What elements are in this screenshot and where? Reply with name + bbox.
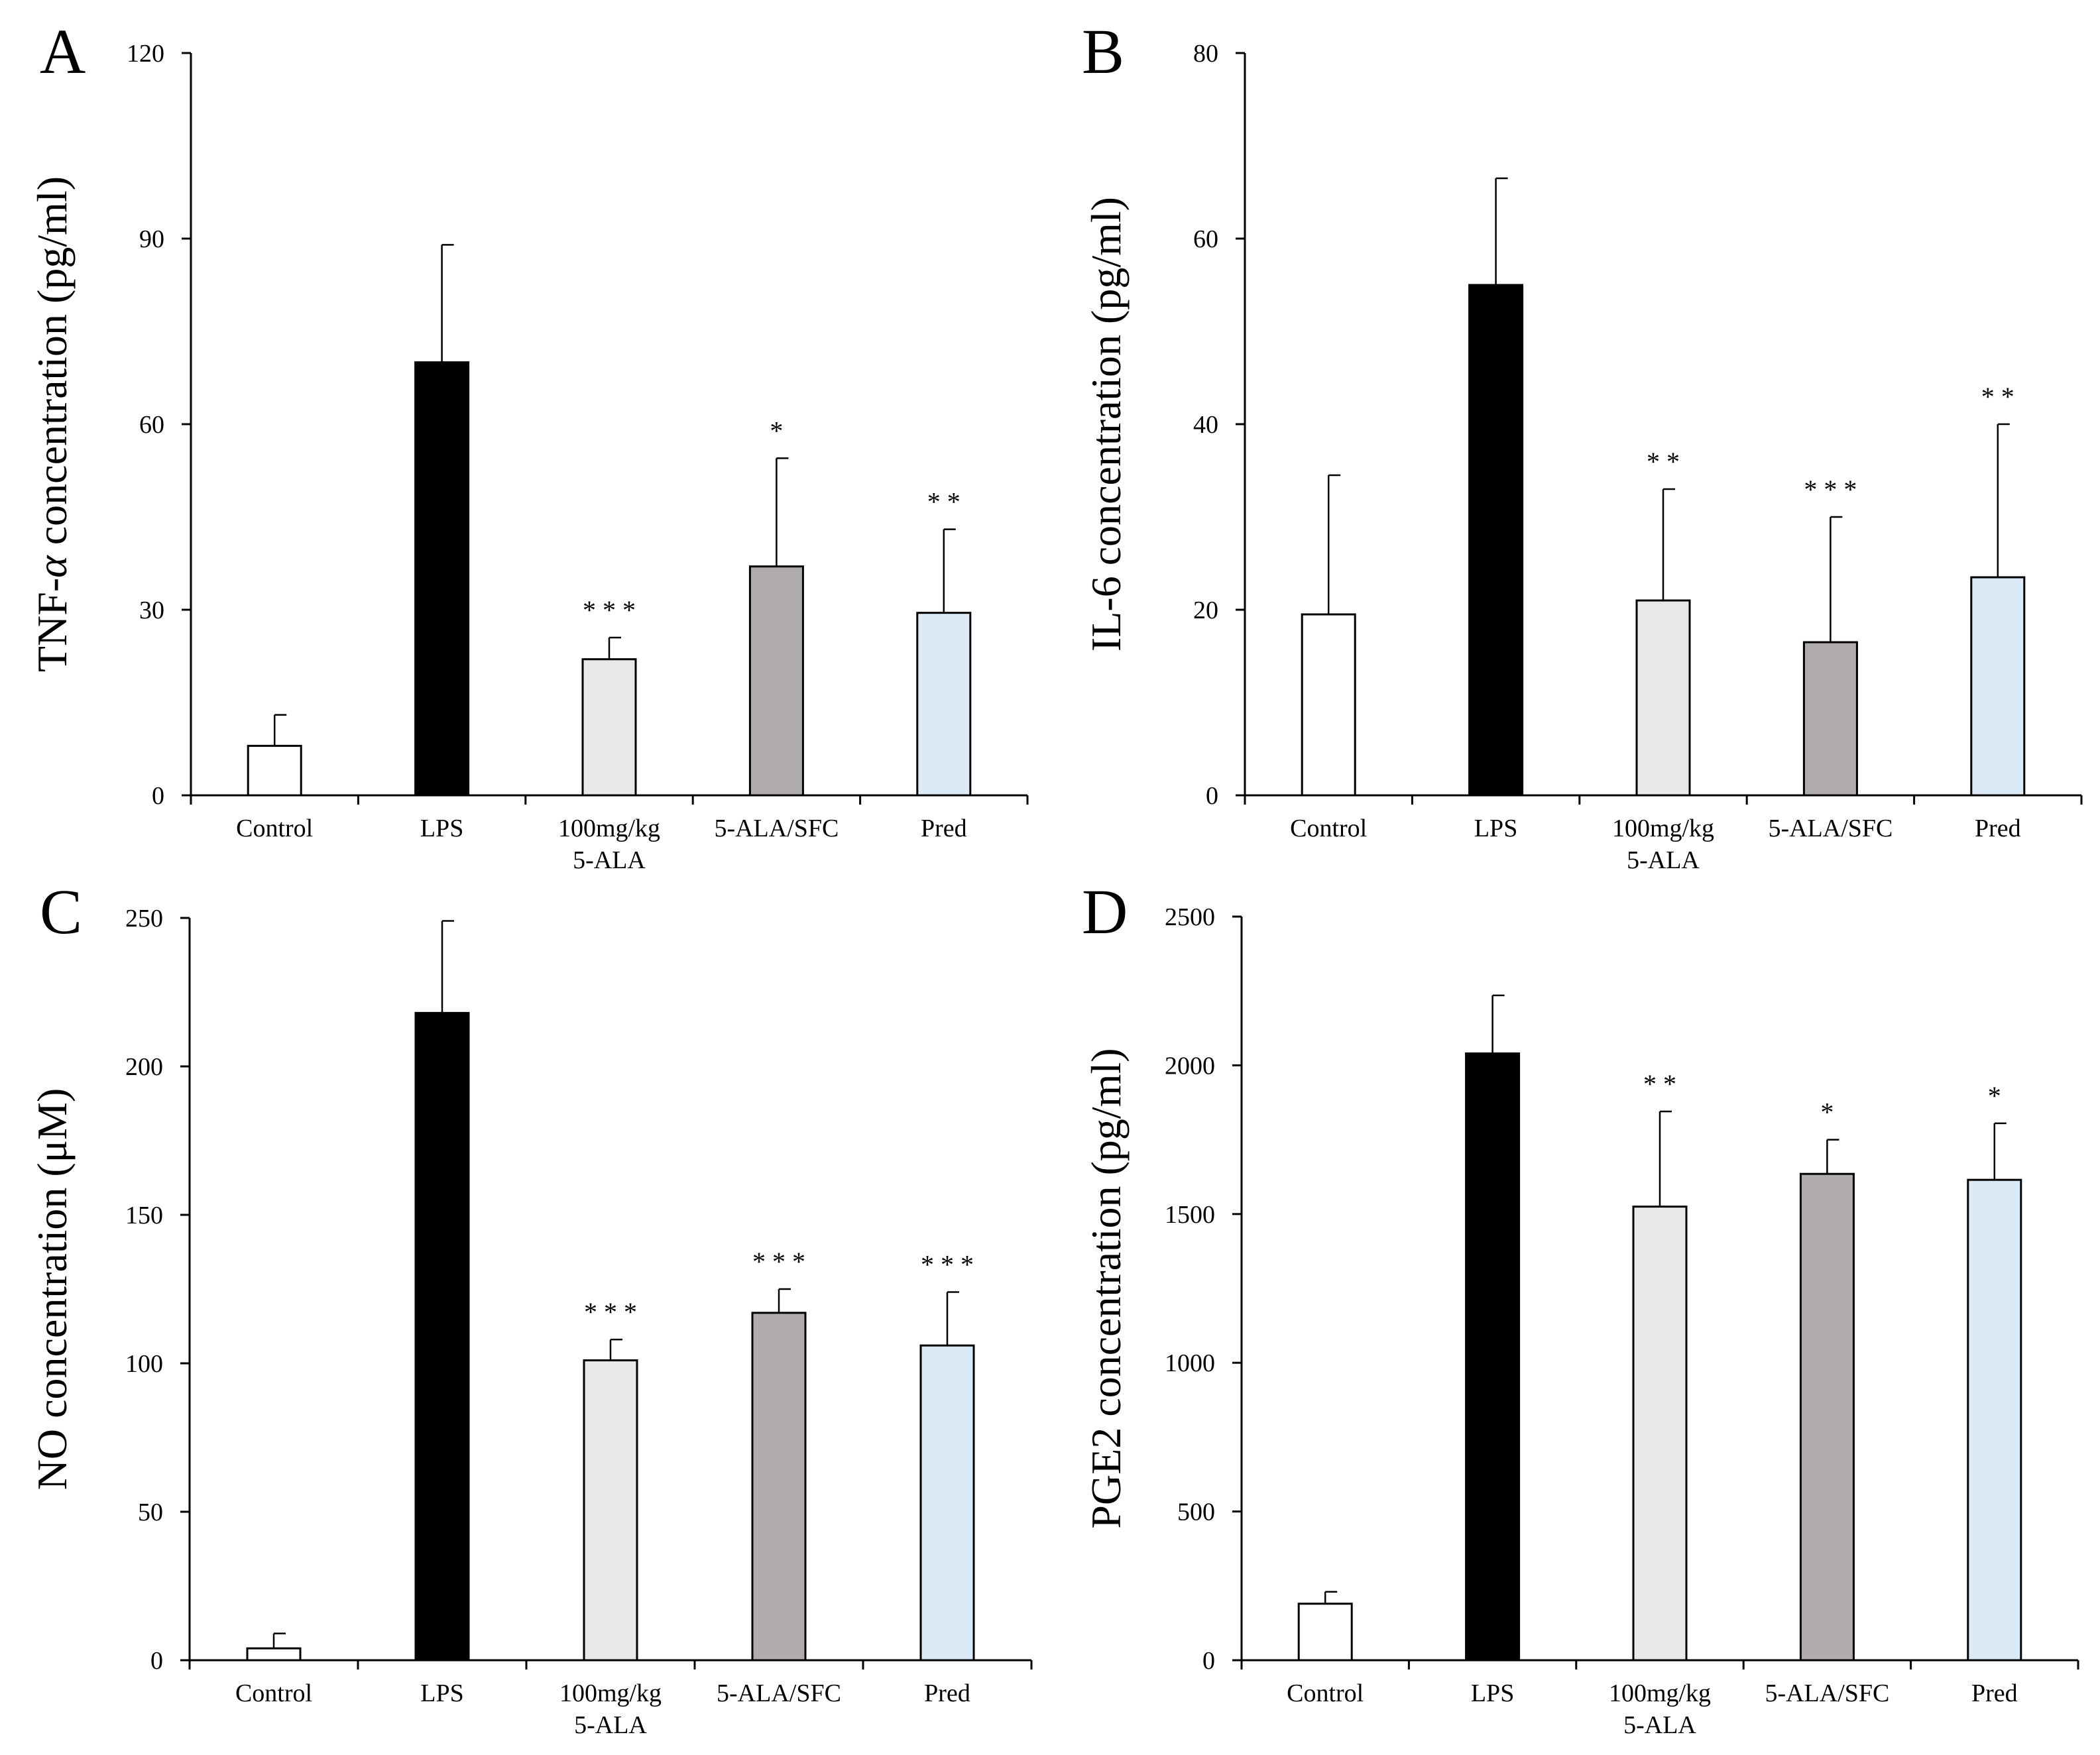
panel-d-significance-3: * (1820, 1098, 1834, 1127)
panel-c-ytick-label-4: 200 (125, 1053, 163, 1081)
panel-d-y-axis-title: PGE2 concentration (pg/ml) (1082, 1048, 1130, 1528)
panel-c-y-axis-title: NO concentration (μM) (29, 1088, 76, 1491)
panel-c-category-label-4: Pred (924, 1679, 970, 1707)
panel-c-significance-4: * * * (921, 1249, 974, 1279)
panel-b-ytick-label-1: 20 (1193, 596, 1218, 624)
panel-c-significance-3: * * * (752, 1247, 805, 1276)
panel-a-category-label-4: Pred (921, 815, 967, 842)
panel-b-significance-2: * * (1647, 447, 1680, 477)
panel-d-ytick-label-0: 0 (1202, 1647, 1215, 1675)
panel-b-letter: B (1082, 16, 1124, 87)
panel-c-category-label-3: 5-ALA/SFC (717, 1679, 841, 1707)
panel-b-bar-2 (1635, 599, 1691, 797)
panel-d-category-label-4: Pred (1971, 1679, 2018, 1707)
panel-c-ytick-label-3: 150 (125, 1202, 163, 1229)
panel-d-significance-4: * (1988, 1081, 2001, 1111)
panel-d-ytick-label-4: 2000 (1165, 1052, 1215, 1080)
panel-d-significance-2: * * (1643, 1069, 1676, 1099)
panel-b-significance-4: * * (1981, 382, 2014, 412)
panel-b-ytick-label-0: 0 (1206, 782, 1218, 810)
panel-b-category-label-1: LPS (1474, 815, 1517, 842)
panel-a-ytick-label-3: 90 (139, 225, 164, 253)
panel-b-bar-1 (1468, 284, 1524, 797)
panel-d-category-label-2: 100mg/kg 5-ALA (1609, 1679, 1711, 1739)
panel-c-category-label-2: 100mg/kg 5-ALA (559, 1679, 662, 1739)
panel-b-category-label-2: 100mg/kg 5-ALA (1612, 815, 1714, 874)
panel-a-ytick-label-0: 0 (152, 782, 164, 810)
panel-d-bar-4 (1967, 1178, 2022, 1662)
panel-d-ytick-label-1: 500 (1177, 1499, 1215, 1526)
panel-b-ytick-label-2: 40 (1193, 411, 1218, 439)
panel-a-category-label-1: LPS (420, 815, 463, 842)
panel-a-letter: A (40, 16, 86, 87)
panel-b-bar-0 (1301, 613, 1356, 797)
panel-a-ytick-label-2: 60 (139, 411, 164, 439)
panel-a-bar-1 (414, 361, 470, 797)
panel-d-bar-0 (1297, 1603, 1353, 1662)
panel-d-category-label-1: LPS (1471, 1679, 1514, 1707)
panel-d-letter: D (1082, 876, 1128, 947)
panel-c-significance-2: * * * (584, 1297, 637, 1327)
panel-d-bar-3 (1799, 1172, 1855, 1662)
panel-c-bar-3 (751, 1312, 807, 1662)
panel-c-letter: C (40, 876, 82, 947)
panel-d-ytick-label-2: 1000 (1165, 1349, 1215, 1377)
panel-a-category-label-3: 5-ALA/SFC (714, 815, 839, 842)
panel-a-category-label-0: Control (236, 815, 313, 842)
panel-a-significance-4: * * (927, 487, 961, 517)
panel-c-ytick-label-2: 100 (125, 1350, 163, 1378)
panel-b-category-label-4: Pred (1975, 815, 2021, 842)
panel-a-significance-2: * * * (583, 595, 636, 625)
panel-c-category-label-1: LPS (420, 1679, 463, 1707)
panel-d-ytick-label-5: 2500 (1165, 903, 1215, 931)
panel-d-category-label-3: 5-ALA/SFC (1765, 1679, 1889, 1707)
panel-b-ytick-label-3: 60 (1193, 225, 1218, 253)
panel-b-bar-4 (1970, 576, 2026, 797)
panel-a-category-label-2: 100mg/kg 5-ALA (558, 815, 660, 874)
panel-d-bar-1 (1465, 1052, 1521, 1662)
panel-c-ytick-label-1: 50 (138, 1499, 163, 1526)
panel-c-ytick-label-5: 250 (125, 905, 163, 933)
panel-b-category-label-0: Control (1290, 815, 1367, 842)
panel-d-bar-2 (1632, 1206, 1688, 1662)
panel-a-ytick-label-1: 30 (139, 596, 164, 624)
panel-a-bar-4 (916, 612, 972, 797)
panel-b-bar-3 (1802, 641, 1858, 797)
panel-a-y-axis-title: TNF-α concentration (pg/ml) (29, 176, 76, 672)
panel-b-y-axis-title: IL-6 concentration (pg/ml) (1082, 197, 1130, 651)
panel-a-ytick-label-4: 120 (127, 40, 164, 68)
panel-b-category-label-3: 5-ALA/SFC (1768, 815, 1893, 842)
panel-a-bar-3 (748, 565, 804, 797)
panel-b-significance-3: * * * (1804, 475, 1857, 504)
panel-a-significance-3: * (770, 416, 783, 445)
panel-b-ytick-label-4: 80 (1193, 40, 1218, 68)
panel-c-category-label-0: Control (235, 1679, 312, 1707)
panel-c-bar-1 (414, 1011, 470, 1662)
panel-c-ytick-label-0: 0 (150, 1647, 163, 1675)
panel-d-category-label-0: Control (1287, 1679, 1364, 1707)
panel-d-ytick-label-3: 1500 (1165, 1201, 1215, 1229)
